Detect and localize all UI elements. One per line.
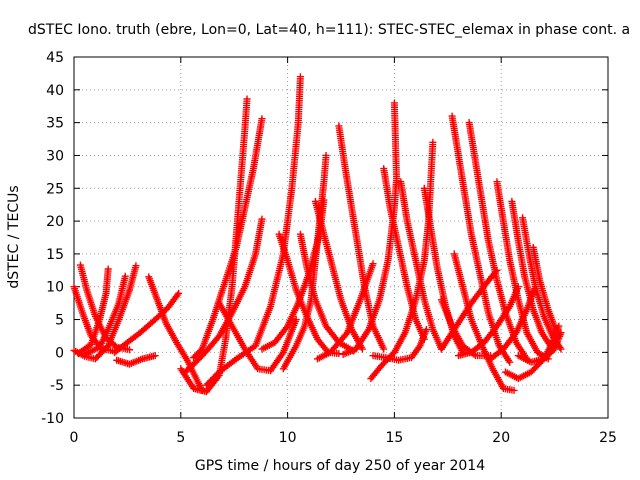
series-arc-11 [181,215,266,376]
series-arc-3 [70,262,140,363]
series-arc-7 [145,273,206,394]
data-point [358,345,366,353]
series-arc-24 [397,178,445,353]
data-point [243,95,251,103]
data-point [296,73,304,81]
y-tick-label: 20 [46,214,64,230]
data-point [429,138,437,146]
data-point [173,291,181,299]
y-tick-label: -10 [41,411,64,427]
y-tick-label: 15 [46,247,64,263]
series-arc-12 [202,73,304,389]
y-tick-label: 5 [55,313,64,329]
series-arc-13 [215,299,300,375]
y-tick-label: 0 [55,345,64,361]
data-point [126,346,134,354]
chart-title: dSTEC Iono. truth (ebre, Lon=0, Lat=40, … [28,22,630,38]
series-arc-6 [113,352,159,368]
data-point [531,283,539,291]
series-arc-19 [335,122,388,353]
y-axis: -10 -5 0 5 10 15 20 25 30 35 40 45 [41,50,608,427]
y-tick-label: 10 [46,280,64,296]
data-point [510,386,518,394]
data-point [369,260,377,268]
x-tick-label: 20 [492,430,510,446]
y-tick-label: 35 [46,116,64,132]
x-tick-label: 0 [70,430,79,446]
data-point [151,352,159,360]
data-point [292,316,300,324]
data-point [322,151,330,159]
data-point [175,289,183,297]
series-arc-25 [369,325,430,364]
series-arc-35 [437,266,501,353]
data-point [111,342,119,350]
series-arc-22 [380,165,428,343]
data-point [555,322,563,330]
data-point [380,345,388,353]
series-arc-17 [296,230,358,355]
series-arc-20 [314,260,377,363]
x-axis: 0 5 10 15 20 25 [70,57,617,446]
x-axis-label: GPS time / hours of day 250 of year 2014 [195,458,485,474]
data-point [493,266,501,274]
data-point [506,358,514,366]
data-point [557,329,565,337]
series-arc-37 [487,283,539,363]
x-tick-label: 25 [599,430,617,446]
data-point [422,325,430,333]
series-arc-27 [448,112,514,366]
x-tick-label: 10 [279,430,297,446]
series-arc-36 [454,283,522,360]
y-tick-label: 40 [46,83,64,99]
y-tick-label: 45 [46,50,64,66]
data-series [70,73,565,396]
plot-frame [73,56,609,419]
data-point [121,272,129,280]
y-tick-label: 30 [46,148,64,164]
data-point [258,215,266,223]
data-point [557,345,565,353]
data-point [258,115,266,123]
series-arc-18 [311,197,366,353]
data-point [390,99,398,107]
data-point [104,265,112,273]
data-point [514,283,522,291]
series-arc-8 [111,289,183,356]
x-tick-label: 15 [385,430,403,446]
series-arc-10 [190,115,266,362]
series-arc-39 [514,329,565,366]
x-tick-label: 5 [176,430,185,446]
series-arc-5 [81,272,129,358]
y-tick-label: -5 [50,378,64,394]
y-axis-label: dSTEC / TECUs [6,185,22,288]
data-point [320,196,328,204]
series-arc-4 [74,265,112,358]
y-tick-label: 25 [46,181,64,197]
data-point [132,262,140,270]
